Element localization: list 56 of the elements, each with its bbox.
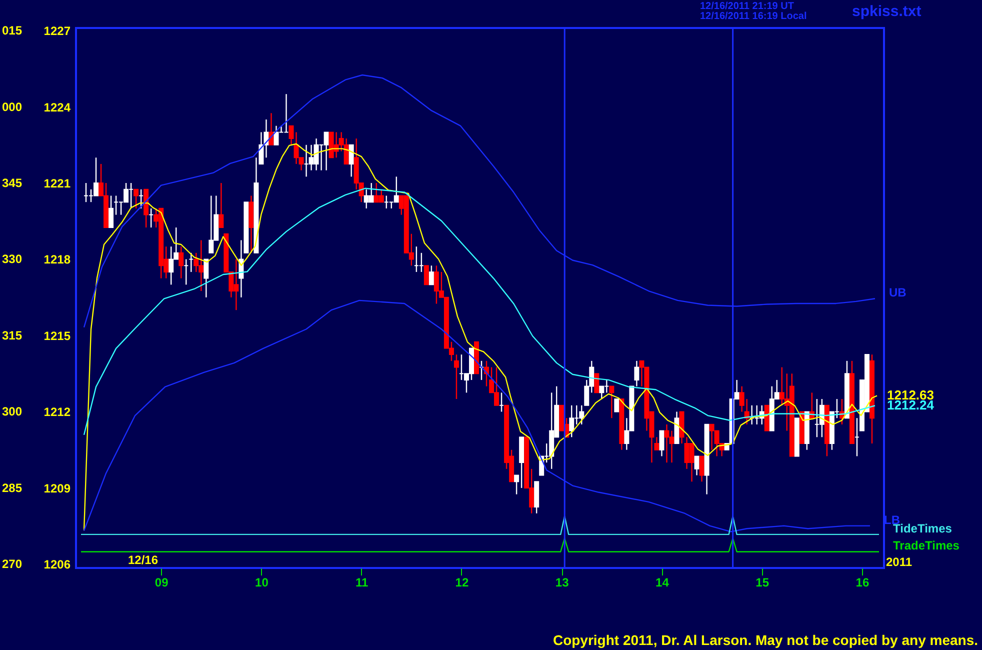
text: 315 [2,328,22,342]
text: 270 [2,557,22,572]
x-tick-label: 10 [255,576,269,590]
text: spkiss.txt [852,3,922,20]
y-tick-label: 1215 [44,328,71,343]
candlestick [178,246,184,279]
candlestick [454,354,459,400]
candlestick [324,132,329,171]
candlestick [428,265,434,286]
x-tick-label: 15 [756,576,770,590]
candlestick [108,195,114,228]
x-tick-label: 13 [555,576,570,590]
candlestick [569,404,574,438]
candlestick [634,360,640,387]
candlestick [268,112,274,146]
candlestick [609,386,614,419]
candlestick [394,176,399,203]
y-tick-label: 1227 [44,24,71,38]
candlestick [599,386,604,400]
text: Copyright 2011, Dr. Al Larson. May not be copied by any means. [552,632,978,648]
text: 12/16/2011 16:19 Local [700,11,807,22]
y-tick-label: 1224 [44,100,71,114]
text: 285 [2,480,22,495]
candlestick [424,265,429,286]
y-tick-label: 1206 [44,558,71,572]
candlestick [594,373,600,394]
line-series [83,143,878,532]
text: 330 [2,252,22,266]
y-tick-label: 1221 [44,176,71,191]
y-tick-label: 1209 [44,481,71,496]
text: 2011 [886,555,912,569]
series-label: TradeTimes [893,538,960,553]
candlestick [614,398,620,412]
x-tick-label: 09 [154,576,169,590]
candlestick [699,456,704,482]
candlestick [694,456,700,476]
series-label: UB [888,286,907,300]
x-tick-label: 11 [356,576,369,590]
candlestick [204,258,209,298]
y-tick-label: 1218 [44,252,71,267]
candlestick [348,144,354,178]
text: 000 [2,100,22,114]
candlestick [134,188,139,210]
candlestick [514,474,520,495]
x-tick-label: 14 [656,576,670,590]
text: 345 [2,176,22,190]
text: 300 [2,404,22,419]
candlestick [218,182,224,228]
text: 12/16/2011 21:19 UT [700,1,794,12]
y-tick-label: 1212 [44,405,71,420]
x-tick-label: 12 [455,576,469,590]
line-series [83,188,876,436]
text: 015 [2,24,22,38]
x-tick-label: 16 [856,576,870,590]
annotation: 12/16 [128,553,158,567]
candlestick [659,430,664,457]
